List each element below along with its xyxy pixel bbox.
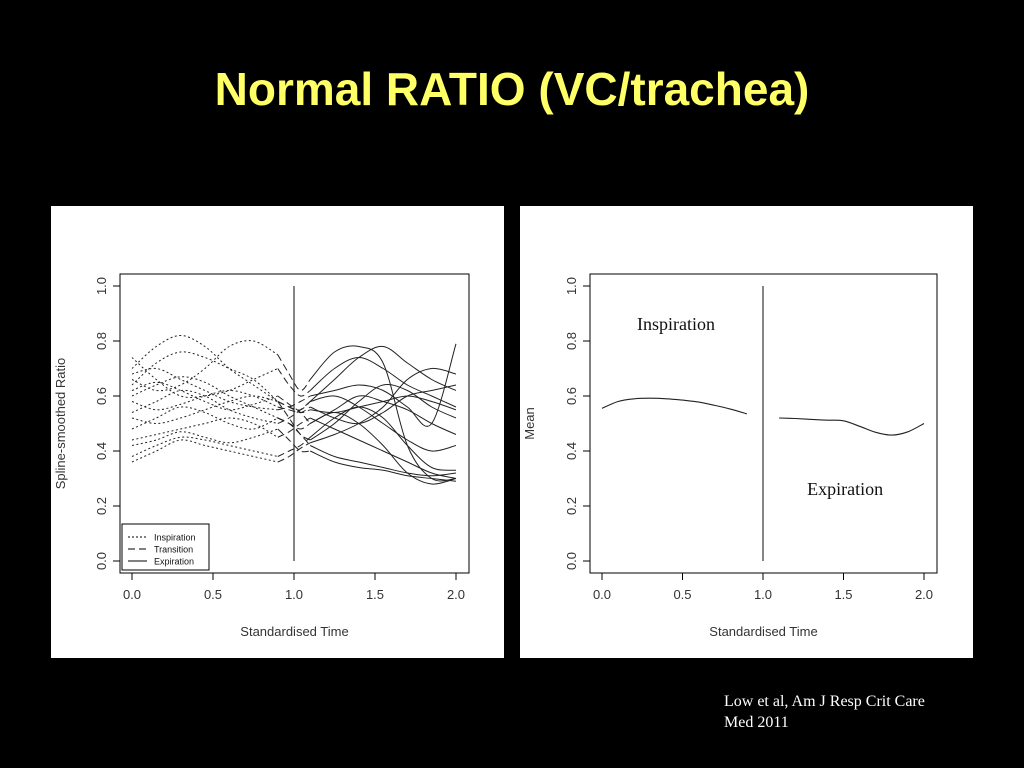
slide-title: Normal RATIO (VC/trachea) — [214, 63, 810, 115]
inspiration-line — [131, 357, 279, 398]
x-tick-label: 1.0 — [285, 587, 303, 602]
inspiration-line — [131, 351, 279, 402]
expiration-line — [309, 417, 457, 479]
y-tick-label: 0.2 — [94, 497, 109, 515]
y-tick-label: 0.2 — [564, 497, 579, 515]
inspiration-line — [131, 376, 279, 419]
y-tick-label: 0.8 — [94, 332, 109, 350]
y-tick-label: 1.0 — [94, 277, 109, 295]
inspiration-line — [131, 395, 278, 425]
y-tick-label: 0.0 — [94, 552, 109, 570]
legend-label: Inspiration — [154, 533, 196, 543]
transition-line — [277, 436, 311, 457]
inspiration-line — [131, 389, 279, 411]
y-tick-label: 0.0 — [564, 552, 579, 570]
x-tick-label: 1.0 — [754, 587, 772, 602]
transition-line — [277, 417, 311, 430]
y-tick-label: 0.6 — [564, 387, 579, 405]
legend-box — [121, 523, 210, 571]
chart-individual-ratios: 0.0 0.5 1.0 1.5 2.0 0.0 0.2 0.4 0.6 0.8 1.0 Standar… — [53, 273, 470, 639]
chart-panel-mean: 0.0 0.5 1.0 1.5 2.0 0.0 0.2 0.4 0.6 0.8 1.0 Standar… — [520, 206, 973, 658]
legend: Inspiration Transition Expiration — [121, 523, 210, 571]
legend-label: Transition — [154, 545, 193, 555]
transition-line — [277, 401, 311, 424]
chart-panel-individual: 0.0 0.5 1.0 1.5 2.0 0.0 0.2 0.4 0.6 0.8 1.0 Standar… — [51, 206, 504, 658]
citation-line-2: Med 2011 — [724, 714, 789, 731]
mean-line — [601, 397, 748, 415]
mean-line — [779, 417, 925, 436]
y-tick-label: 0.4 — [94, 442, 109, 460]
transition-line — [277, 401, 311, 441]
expiration-line — [309, 411, 457, 485]
x-tick-label: 2.0 — [447, 587, 465, 602]
annotation-expiration: Expiration — [807, 479, 883, 499]
transition-line — [277, 442, 311, 463]
transition-line — [277, 395, 311, 424]
inspiration-line — [131, 334, 279, 402]
x-tick-label: 0.0 — [593, 587, 611, 602]
x-axis-label: Standardised Time — [709, 624, 817, 639]
x-tick-label: 0.5 — [673, 587, 691, 602]
inspiration-line — [131, 439, 278, 463]
expiration-line — [309, 345, 457, 402]
expiration-line — [309, 384, 457, 441]
annotation-inspiration: Inspiration — [637, 314, 715, 334]
expiration-line — [309, 450, 457, 482]
inspiration-line — [131, 389, 278, 424]
inspiration-line — [131, 417, 279, 441]
inspiration-line — [131, 381, 278, 411]
y-tick-label: 0.6 — [94, 387, 109, 405]
transition-line — [277, 395, 311, 411]
citation-line-1: Low et al, Am J Resp Crit Care — [724, 693, 925, 710]
inspiration-line — [131, 436, 278, 457]
expiration-line — [309, 356, 457, 408]
y-tick-label: 1.0 — [564, 277, 579, 295]
inspiration-line — [131, 340, 279, 392]
x-tick-label: 1.5 — [366, 587, 384, 602]
x-axis-label: Standardised Time — [240, 624, 348, 639]
chart-mean-ratio: 0.0 0.5 1.0 1.5 2.0 0.0 0.2 0.4 0.6 0.8 1.0 Standar… — [522, 273, 938, 639]
expiration-line — [309, 406, 457, 471]
transition-line — [277, 354, 311, 391]
expiration-line — [310, 395, 457, 452]
transition-line — [277, 401, 311, 414]
expiration-line — [310, 343, 457, 427]
expiration-line — [309, 445, 457, 477]
x-tick-label: 0.5 — [204, 587, 222, 602]
x-tick-label: 0.0 — [123, 587, 141, 602]
legend-label: Expiration — [154, 557, 194, 567]
inspiration-line — [131, 428, 278, 446]
inspiration-line — [131, 406, 279, 430]
transition-line — [277, 428, 311, 453]
y-axis-label: Mean — [522, 407, 537, 440]
transition-line — [277, 406, 311, 414]
transition-line — [277, 417, 311, 438]
y-tick-label: 0.4 — [564, 442, 579, 460]
y-axis-label: Spline-smoothed Ratio — [53, 358, 68, 490]
x-tick-label: 2.0 — [915, 587, 933, 602]
y-tick-label: 0.8 — [564, 332, 579, 350]
x-tick-label: 1.5 — [834, 587, 852, 602]
expiration-line — [310, 395, 457, 414]
expiration-line — [310, 367, 457, 444]
citation: Low et al, Am J Resp Crit Care Med 2011 — [724, 691, 1014, 733]
